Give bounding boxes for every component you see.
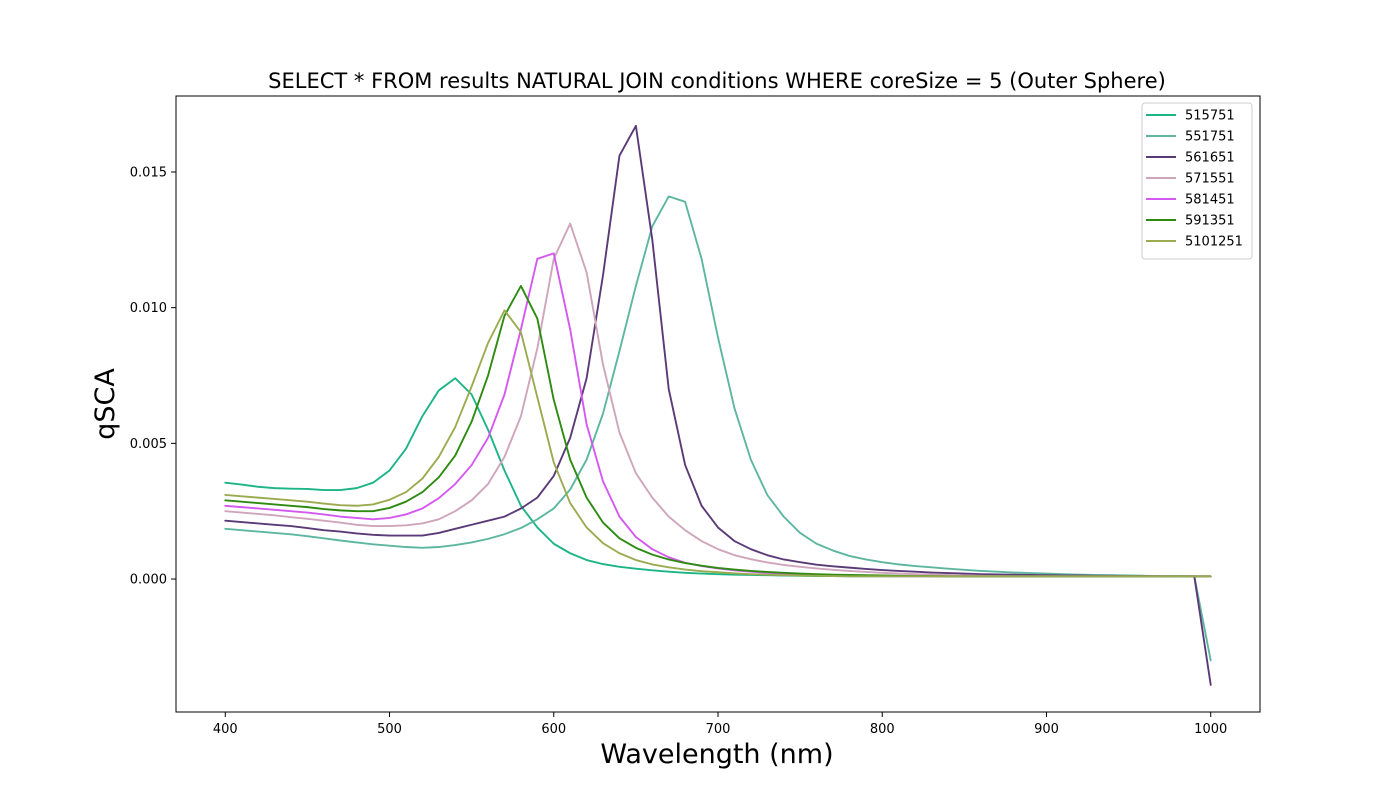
legend-label-561651: 561651 bbox=[1185, 151, 1235, 166]
x-axis-ticks: 400 500 600 700 800 900 1000 bbox=[213, 712, 1227, 737]
series-line-551751 bbox=[224, 195, 1212, 662]
x-tick-label: 700 bbox=[706, 722, 731, 737]
legend-label-591351: 591351 bbox=[1185, 214, 1235, 229]
legend-label-571551: 571551 bbox=[1185, 172, 1235, 187]
x-tick-label: 800 bbox=[870, 722, 895, 737]
x-axis-label: Wavelength (nm) bbox=[600, 739, 833, 770]
legend: 515751 551751 561651 571551 581451 591351 5101… bbox=[1141, 102, 1253, 260]
series-line-5101251 bbox=[224, 309, 1212, 578]
chart-title: SELECT * FROM results NATURAL JOIN condi… bbox=[268, 69, 1166, 93]
legend-label-581451: 581451 bbox=[1185, 193, 1235, 208]
x-tick-label: 900 bbox=[1034, 722, 1059, 737]
legend-label-515751: 515751 bbox=[1185, 109, 1235, 124]
x-tick-label: 1000 bbox=[1194, 722, 1227, 737]
series-line-561651 bbox=[224, 124, 1212, 686]
y-axis-ticks: 0.000 0.005 0.010 0.015 bbox=[130, 165, 176, 588]
y-tick-label: 0.010 bbox=[130, 301, 167, 316]
x-tick-label: 600 bbox=[541, 722, 566, 737]
legend-label-551751: 551751 bbox=[1185, 130, 1235, 145]
y-tick-label: 0.015 bbox=[130, 165, 167, 180]
y-tick-label: 0.005 bbox=[130, 437, 167, 452]
x-tick-label: 500 bbox=[377, 722, 402, 737]
x-tick-label: 400 bbox=[213, 722, 238, 737]
legend-label-5101251: 5101251 bbox=[1185, 235, 1243, 250]
y-axis-label: qSCA bbox=[90, 368, 121, 440]
series-layer bbox=[224, 124, 1212, 686]
y-tick-label: 0.000 bbox=[130, 573, 167, 588]
